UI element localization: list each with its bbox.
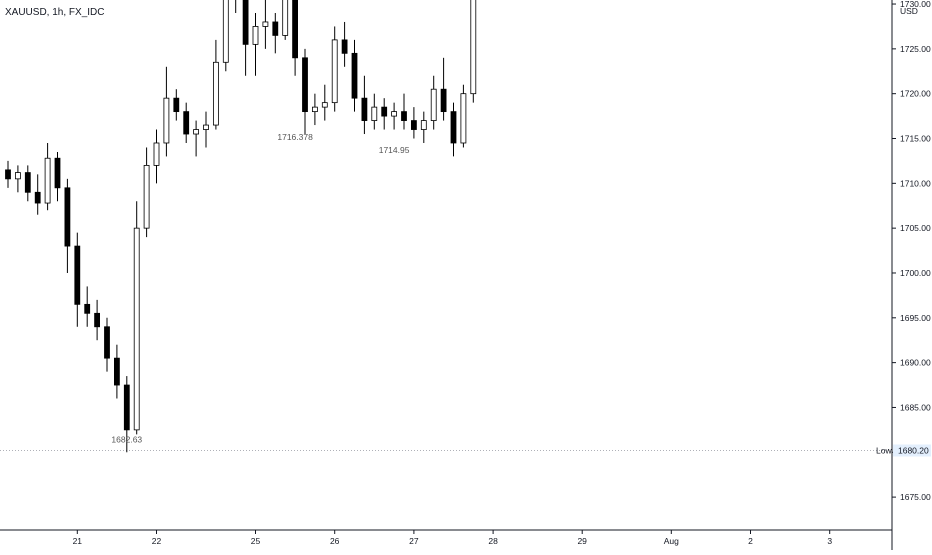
candle-body bbox=[292, 0, 299, 59]
x-tick-label: 25 bbox=[251, 536, 261, 546]
low-tag: 1680.20 bbox=[898, 445, 929, 455]
x-tick-label: 27 bbox=[409, 536, 419, 546]
low-label: Low bbox=[876, 445, 892, 455]
y-tick-label: 1720.00 bbox=[900, 89, 931, 99]
x-tick-label: 26 bbox=[330, 536, 340, 546]
candle-body bbox=[44, 157, 51, 204]
candle-body bbox=[153, 142, 160, 166]
y-tick-label: 1695.00 bbox=[900, 313, 931, 323]
candle-body bbox=[114, 357, 120, 386]
candle-body bbox=[94, 312, 100, 328]
candle-body bbox=[104, 326, 110, 359]
y-tick-label: 1715.00 bbox=[900, 134, 931, 144]
candle-body bbox=[381, 106, 388, 117]
candle-body bbox=[420, 120, 427, 130]
candle-body bbox=[331, 39, 338, 104]
candle-body bbox=[222, 0, 229, 63]
chart-title: XAUUSD, 1h, FX_IDC bbox=[5, 7, 105, 18]
currency-label: USD bbox=[900, 6, 918, 16]
candle-body bbox=[401, 111, 407, 121]
candle-body bbox=[54, 157, 61, 189]
y-tick-label: 1710.00 bbox=[900, 178, 931, 188]
y-tick-label: 1690.00 bbox=[900, 358, 931, 368]
x-tick-label: Aug bbox=[664, 536, 679, 546]
y-tick-label: 1730.00 bbox=[900, 0, 931, 9]
candle-body bbox=[460, 93, 467, 144]
candle-body bbox=[203, 124, 209, 130]
candle-body bbox=[252, 26, 259, 45]
candle-body bbox=[123, 384, 130, 431]
candle-body bbox=[5, 169, 11, 180]
low-tag-bg bbox=[893, 444, 931, 457]
candle-body bbox=[311, 106, 318, 113]
candle-body bbox=[272, 21, 279, 36]
candle-body bbox=[262, 21, 269, 27]
candle-body bbox=[24, 172, 31, 193]
candle-body bbox=[84, 303, 91, 314]
candle-body bbox=[440, 88, 447, 113]
candle-body bbox=[351, 52, 358, 99]
candle-body bbox=[173, 97, 180, 113]
candle-body bbox=[391, 111, 398, 117]
candle-body bbox=[282, 0, 289, 36]
x-tick-label: 29 bbox=[577, 536, 587, 546]
candle-body bbox=[212, 61, 219, 126]
y-tick-label: 1685.00 bbox=[900, 402, 931, 412]
x-tick-label: 21 bbox=[73, 536, 83, 546]
candle-body bbox=[302, 57, 308, 113]
candle-body bbox=[470, 0, 477, 95]
x-tick-label: 2 bbox=[748, 536, 753, 546]
y-tick-label: 1675.00 bbox=[900, 492, 931, 502]
candle-body bbox=[143, 164, 150, 229]
candle-body bbox=[14, 172, 21, 180]
candle-body bbox=[361, 97, 368, 121]
candle-body bbox=[163, 97, 170, 144]
y-tick-label: 1700.00 bbox=[900, 268, 931, 278]
price-annotation: 1682.63 bbox=[111, 435, 142, 445]
candle-body bbox=[242, 0, 249, 45]
candle-body bbox=[34, 191, 41, 204]
candle-body bbox=[341, 39, 348, 54]
candle-body bbox=[450, 111, 457, 144]
x-tick-label: 28 bbox=[488, 536, 498, 546]
candle-body bbox=[193, 129, 200, 135]
candle-body bbox=[133, 227, 140, 431]
candle-body bbox=[321, 102, 328, 108]
candle-body bbox=[371, 106, 378, 121]
candle-body bbox=[183, 111, 190, 135]
x-tick-label: 3 bbox=[827, 536, 832, 546]
y-tick-label: 1725.00 bbox=[900, 44, 931, 54]
price-annotation: 1714.95 bbox=[379, 145, 410, 155]
candle-body bbox=[430, 88, 437, 121]
candle-body bbox=[410, 120, 417, 130]
y-tick-label: 1705.00 bbox=[900, 223, 931, 233]
candle-body bbox=[64, 187, 71, 247]
price-annotation: 1716.378 bbox=[277, 132, 313, 142]
candle-body bbox=[74, 245, 81, 305]
x-tick-label: 22 bbox=[152, 536, 162, 546]
